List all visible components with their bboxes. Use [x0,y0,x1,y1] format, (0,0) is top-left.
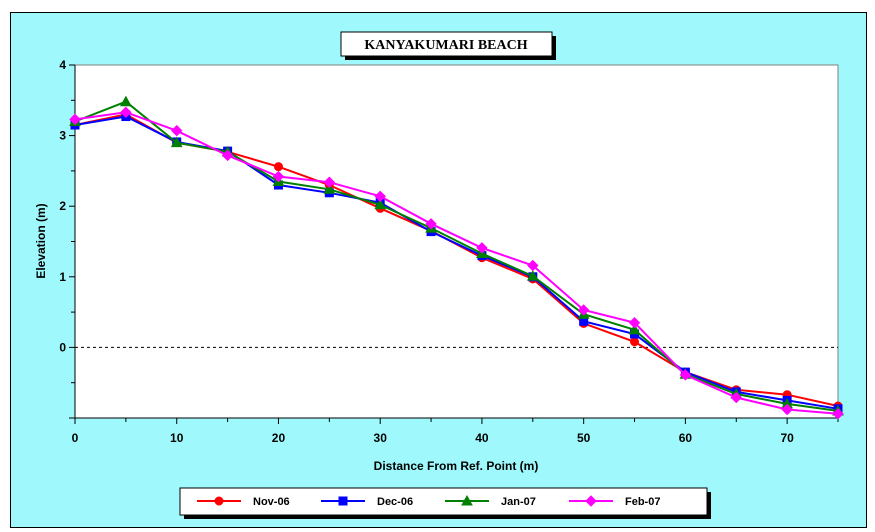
x-tick-label: 0 [72,431,79,445]
legend-item: Feb-07 [569,495,660,508]
data-point [170,136,183,148]
x-tick-label: 20 [272,431,286,445]
y-tick-label: 4 [59,58,66,72]
x-tick-label: 10 [170,431,184,445]
x-tick-label: 60 [679,431,693,445]
y-tick-label: 3 [59,129,66,143]
data-point [171,124,183,137]
legend-marker [214,496,224,506]
legend: Nov-06 Dec-06 Jan-07 Feb-07 [197,494,660,508]
series-group [69,95,844,420]
series-line [74,100,839,412]
data-point [832,408,844,420]
data-point [323,176,336,188]
data-point [323,183,336,194]
legend-marker [338,496,348,506]
data-point [628,323,641,335]
data-point [527,259,539,272]
y-axis-title: Elevation (m) [34,203,48,278]
y-tick-label: 1 [59,270,66,284]
data-point [120,95,132,107]
legend-label: Jan-07 [501,496,536,508]
legend-box [179,487,708,516]
legend-item: Nov-06 [197,496,290,508]
series-feb-07 [69,106,844,420]
data-point [526,270,539,281]
data-point [272,170,285,183]
data-point [221,149,234,162]
x-axis-title: Distance From Ref. Point (m) [374,459,539,473]
legend-label: Dec-06 [377,496,413,508]
data-point [577,304,590,316]
data-point [69,113,81,126]
chart-title: KANYAKUMARI BEACH [364,38,527,53]
data-point [476,242,488,254]
legend-label: Nov-06 [253,496,290,508]
data-point [628,316,641,329]
x-tick-label: 50 [577,431,591,445]
x-tick-label: 30 [374,431,388,445]
data-point [730,391,742,404]
x-tick-label: 40 [475,431,489,445]
legend-item: Jan-07 [445,494,536,508]
legend-label: Feb-07 [625,496,660,508]
series-line [74,111,839,415]
data-point [781,403,793,416]
legend-item: Dec-06 [321,496,413,508]
data-point [273,162,283,172]
data-point [425,218,437,230]
legend-marker [585,495,597,507]
data-point [630,337,640,347]
title-box [340,31,553,57]
data-point [679,369,692,381]
data-point [374,190,386,203]
chart-frame: KANYAKUMARI BEACH 0 1 2 3 4 0 10 20 30 40 50 60 70 D… [10,12,867,528]
y-tick-label: 2 [59,199,66,213]
legend-marker [461,494,473,506]
data-point [374,198,387,210]
x-tick-label: 70 [780,431,794,445]
y-tick-label: 0 [59,340,66,354]
data-point [120,106,132,119]
